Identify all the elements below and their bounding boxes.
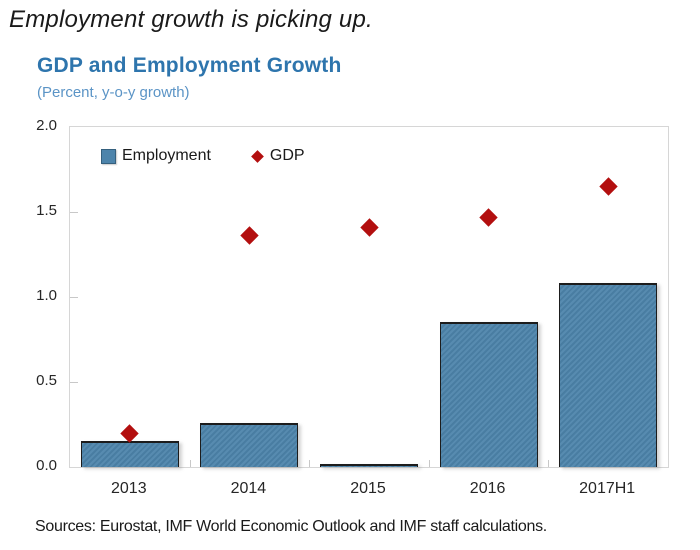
gdp-legend-marker-icon xyxy=(251,149,264,163)
y-axis-tick-label: 2.0 xyxy=(36,117,57,134)
employment-bar-2015 xyxy=(320,464,418,467)
employment-legend-label: Employment xyxy=(122,147,211,164)
y-axis-tick xyxy=(70,296,78,298)
employment-bar-2017H1 xyxy=(559,283,658,467)
y-axis-tick-label: 0.5 xyxy=(36,372,57,389)
figure-caption: Employment growth is picking up. xyxy=(9,6,373,33)
y-axis-tick-label: 1.0 xyxy=(36,287,57,304)
y-axis-tick-label: 0.0 xyxy=(36,457,57,474)
employment-bar-2016 xyxy=(439,322,538,467)
chart-title: GDP and Employment Growth xyxy=(37,54,342,77)
source-note: Sources: Eurostat, IMF World Economic Ou… xyxy=(35,518,547,535)
y-axis-tick xyxy=(70,381,78,383)
x-axis-tick xyxy=(189,460,191,467)
y-axis-tick xyxy=(70,211,78,213)
chart-subtitle: (Percent, y-o-y growth) xyxy=(37,84,190,101)
x-axis-tick-label: 2013 xyxy=(111,480,147,497)
x-axis-tick xyxy=(548,460,550,467)
y-axis-tick-label: 1.5 xyxy=(36,202,57,219)
legend: Employment GDP xyxy=(101,147,305,165)
gdp-marker-2016 xyxy=(479,207,498,227)
x-axis-tick-label: 2016 xyxy=(469,480,506,497)
x-axis-tick-label: 2017H1 xyxy=(579,480,636,497)
gdp-marker-2017H1 xyxy=(598,177,618,196)
employment-bar-2014 xyxy=(200,423,299,467)
x-axis-tick-label: 2014 xyxy=(230,480,267,497)
plot-area: Employment GDP xyxy=(69,126,669,468)
gdp-marker-2013 xyxy=(120,423,139,443)
gdp-marker-2015 xyxy=(359,218,379,237)
gdp-marker-2014 xyxy=(240,226,259,245)
employment-legend-swatch-icon xyxy=(101,148,116,164)
x-axis-tick xyxy=(428,460,430,467)
employment-bar-2013 xyxy=(80,441,179,467)
x-axis-tick xyxy=(309,460,311,467)
x-axis-tick-label: 2015 xyxy=(350,480,386,497)
gdp-legend-label: GDP xyxy=(269,147,305,164)
